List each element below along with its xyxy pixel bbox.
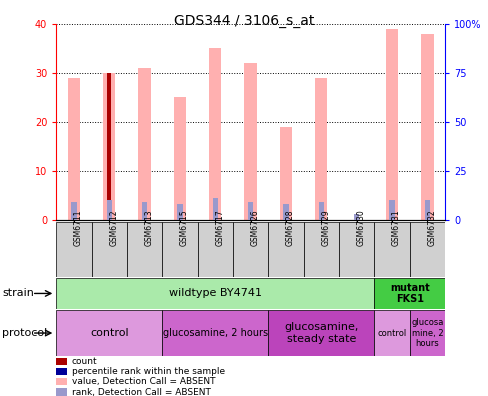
- Text: percentile rank within the sample: percentile rank within the sample: [72, 367, 224, 376]
- Bar: [103, 73, 115, 220]
- Bar: [56, 310, 162, 356]
- Bar: [162, 310, 268, 356]
- Bar: [388, 200, 394, 220]
- Bar: [373, 278, 444, 309]
- Bar: [409, 310, 444, 356]
- Bar: [91, 222, 127, 277]
- Bar: [138, 68, 150, 220]
- Bar: [283, 204, 288, 220]
- Bar: [420, 34, 433, 220]
- Text: GSM6731: GSM6731: [391, 209, 400, 246]
- Text: strain: strain: [2, 288, 34, 299]
- Bar: [232, 222, 268, 277]
- Bar: [177, 204, 182, 220]
- Text: glucosa
mine, 2
hours: glucosa mine, 2 hours: [410, 318, 443, 348]
- Bar: [67, 78, 80, 220]
- Text: GDS344 / 3106_s_at: GDS344 / 3106_s_at: [174, 14, 314, 28]
- Bar: [268, 310, 373, 356]
- Bar: [107, 73, 111, 220]
- Bar: [56, 278, 373, 309]
- Bar: [373, 222, 409, 277]
- Bar: [424, 200, 429, 220]
- Bar: [279, 127, 291, 220]
- Bar: [212, 198, 218, 220]
- Bar: [314, 78, 327, 220]
- Text: value, Detection Call = ABSENT: value, Detection Call = ABSENT: [72, 377, 215, 386]
- Text: count: count: [72, 357, 97, 366]
- Bar: [244, 63, 256, 220]
- Text: GSM6717: GSM6717: [215, 209, 224, 246]
- Text: mutant
FKS1: mutant FKS1: [389, 283, 428, 304]
- Bar: [127, 222, 162, 277]
- Text: GSM6730: GSM6730: [356, 209, 365, 246]
- Bar: [303, 222, 338, 277]
- Bar: [162, 222, 197, 277]
- Text: wildtype BY4741: wildtype BY4741: [168, 288, 261, 299]
- Text: GSM6713: GSM6713: [144, 209, 153, 246]
- Text: glucosamine, 2 hours: glucosamine, 2 hours: [163, 328, 267, 338]
- Bar: [268, 222, 303, 277]
- Bar: [373, 310, 409, 356]
- Text: GSM6732: GSM6732: [427, 209, 435, 246]
- Text: GSM6729: GSM6729: [321, 209, 329, 246]
- Text: glucosamine,
steady state: glucosamine, steady state: [284, 322, 358, 344]
- Text: control: control: [90, 328, 128, 338]
- Bar: [409, 222, 444, 277]
- Text: GSM6726: GSM6726: [250, 209, 259, 246]
- Bar: [56, 222, 91, 277]
- Text: GSM6712: GSM6712: [109, 209, 118, 246]
- Bar: [106, 200, 112, 220]
- Bar: [173, 97, 186, 220]
- Bar: [209, 48, 221, 220]
- Bar: [71, 202, 77, 220]
- Text: protocol: protocol: [2, 328, 48, 338]
- Bar: [353, 214, 359, 220]
- Bar: [247, 202, 253, 220]
- Bar: [142, 202, 147, 220]
- Bar: [338, 222, 373, 277]
- Text: GSM6728: GSM6728: [285, 209, 294, 246]
- Bar: [197, 222, 232, 277]
- Text: GSM6715: GSM6715: [180, 209, 188, 246]
- Text: GSM6711: GSM6711: [74, 209, 83, 246]
- Bar: [318, 202, 323, 220]
- Bar: [385, 29, 397, 220]
- Text: rank, Detection Call = ABSENT: rank, Detection Call = ABSENT: [72, 388, 210, 396]
- Text: control: control: [377, 329, 406, 337]
